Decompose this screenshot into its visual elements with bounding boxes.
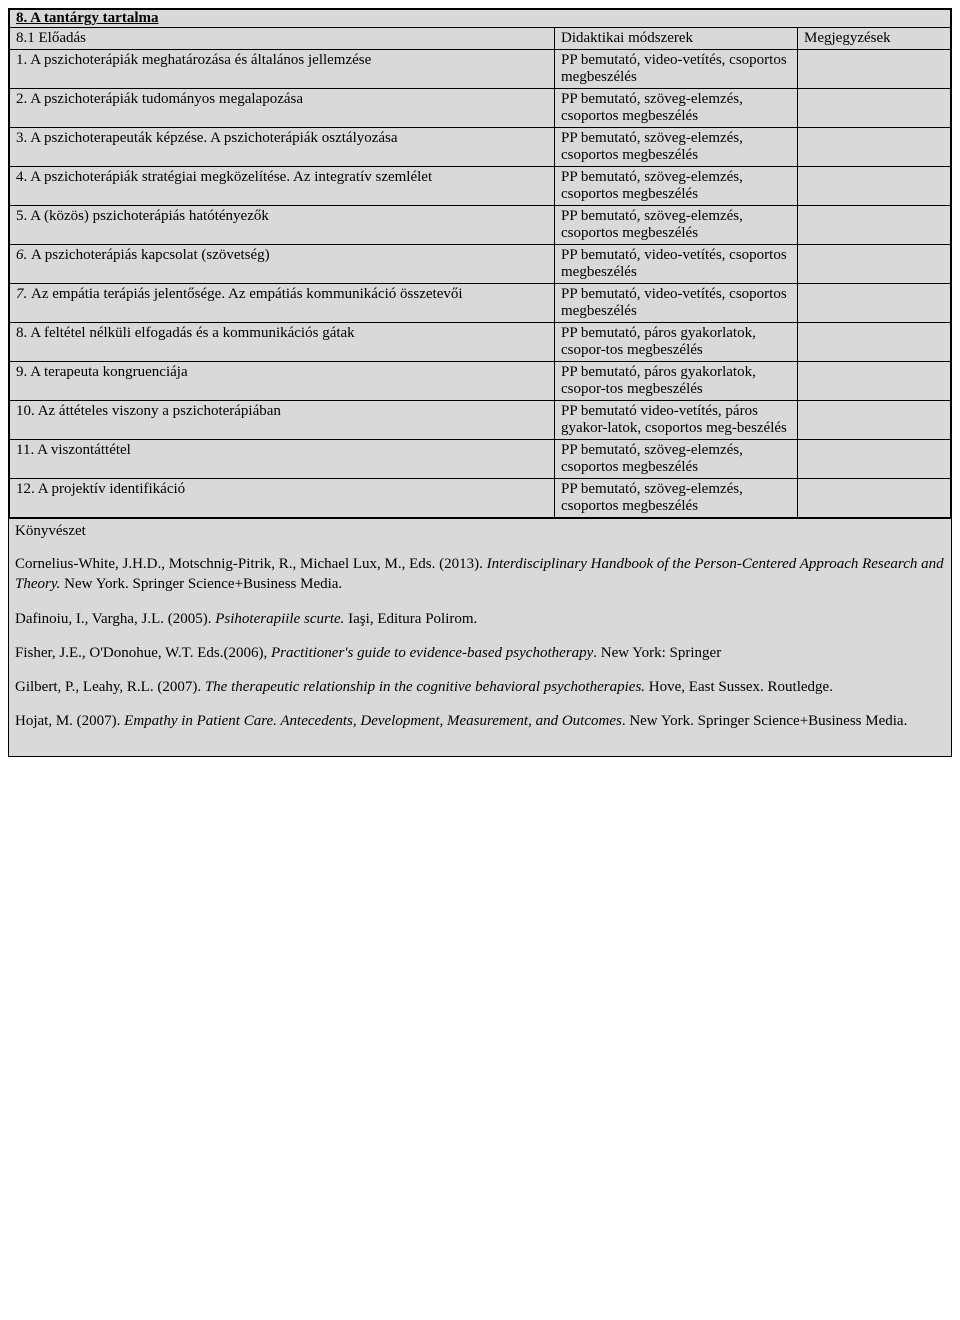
row-title: A (közös) pszichoterápiás hatótényezők: [30, 208, 269, 224]
method-cell: PP bemutató, szöveg-elemzés, csoportos m…: [555, 167, 798, 206]
row-title: A pszichoterápiás kapcsolat (szövetség): [31, 247, 270, 263]
bibliography-title: Psihoterapiile scurte.: [215, 611, 344, 627]
notes-cell: [798, 50, 951, 89]
col-header-method: Didaktikai módszerek: [555, 28, 798, 50]
bibliography-entry: Hojat, M. (2007). Empathy in Patient Car…: [15, 711, 945, 731]
bibliography-entry: Fisher, J.E., O'Donohue, W.T. Eds.(2006)…: [15, 643, 945, 663]
notes-cell: [798, 284, 951, 323]
row-number: 11.: [16, 442, 37, 458]
bibliography-title: Interdisciplinary Handbook of the Person…: [15, 556, 944, 592]
table-row: 3. A pszichoterapeuták képzése. A pszich…: [10, 128, 951, 167]
row-number: 1.: [16, 52, 30, 68]
row-title: A viszontáttétel: [37, 442, 131, 458]
method-cell: PP bemutató, páros gyakorlatok, csopor-t…: [555, 323, 798, 362]
method-cell: PP bemutató, szöveg-elemzés, csoportos m…: [555, 440, 798, 479]
topic-cell: 7. Az empátia terápiás jelentősége. Az e…: [10, 284, 555, 323]
section-title: 8. A tantárgy tartalma: [10, 6, 164, 30]
bibliography-entry: Gilbert, P., Leahy, R.L. (2007). The the…: [15, 677, 945, 697]
table-row: 4. A pszichoterápiák stratégiai megközel…: [10, 167, 951, 206]
method-cell: PP bemutató, video-vetítés, csoportos me…: [555, 284, 798, 323]
row-number: 3.: [16, 130, 30, 146]
row-number: 5.: [16, 208, 30, 224]
method-cell: PP bemutató, szöveg-elemzés, csoportos m…: [555, 206, 798, 245]
method-cell: PP bemutató, szöveg-elemzés, csoportos m…: [555, 128, 798, 167]
row-number: 9.: [16, 364, 30, 380]
row-title: A pszichoterapeuták képzése. A pszichote…: [30, 130, 397, 146]
topic-cell: 6. A pszichoterápiás kapcsolat (szövetsé…: [10, 245, 555, 284]
notes-cell: [798, 245, 951, 284]
method-cell: PP bemutató video-vetítés, páros gyakor-…: [555, 401, 798, 440]
row-number: 7.: [16, 286, 31, 302]
topic-cell: 4. A pszichoterápiák stratégiai megközel…: [10, 167, 555, 206]
method-cell: PP bemutató, szöveg-elemzés, csoportos m…: [555, 479, 798, 518]
row-title: A terapeuta kongruenciája: [30, 364, 187, 380]
bibliography-title: Practitioner's guide to evidence-based p…: [271, 645, 593, 661]
table-row: 9. A terapeuta kongruenciájaPP bemutató,…: [10, 362, 951, 401]
row-number: 6.: [16, 247, 31, 263]
topic-cell: 1. A pszichoterápiák meghatározása és ál…: [10, 50, 555, 89]
notes-cell: [798, 440, 951, 479]
row-title: Az empátia terápiás jelentősége. Az empá…: [31, 286, 463, 302]
bibliography-label: Könyvészet: [15, 523, 945, 540]
table-row: 6. A pszichoterápiás kapcsolat (szövetsé…: [10, 245, 951, 284]
table-row: 10. Az áttételes viszony a pszichoterápi…: [10, 401, 951, 440]
topic-cell: 3. A pszichoterapeuták képzése. A pszich…: [10, 128, 555, 167]
notes-cell: [798, 479, 951, 518]
notes-cell: [798, 401, 951, 440]
row-title: A projektív identifikáció: [38, 481, 185, 497]
col-header-notes: Megjegyzések: [798, 28, 951, 50]
table-row: 12. A projektív identifikációPP bemutató…: [10, 479, 951, 518]
method-cell: PP bemutató, páros gyakorlatok, csopor-t…: [555, 362, 798, 401]
table-row: 1. A pszichoterápiák meghatározása és ál…: [10, 50, 951, 89]
row-number: 4.: [16, 169, 30, 185]
row-title: Az áttételes viszony a pszichoterápiában: [38, 403, 281, 419]
table-row: 5. A (közös) pszichoterápiás hatótényező…: [10, 206, 951, 245]
topic-cell: 8. A feltétel nélküli elfogadás és a kom…: [10, 323, 555, 362]
row-number: 10.: [16, 403, 38, 419]
bibliography-title: The therapeutic relationship in the cogn…: [205, 679, 645, 695]
content-table: 8.1 Előadás Didaktikai módszerek Megjegy…: [9, 27, 951, 518]
notes-cell: [798, 323, 951, 362]
topic-cell: 11. A viszontáttétel: [10, 440, 555, 479]
notes-cell: [798, 167, 951, 206]
table-row: 2. A pszichoterápiák tudományos megalapo…: [10, 89, 951, 128]
table-row: 11. A viszontáttételPP bemutató, szöveg-…: [10, 440, 951, 479]
method-cell: PP bemutató, video-vetítés, csoportos me…: [555, 245, 798, 284]
table-row: 8. A feltétel nélküli elfogadás és a kom…: [10, 323, 951, 362]
bibliography-entry: Cornelius-White, J.H.D., Motschnig-Pitri…: [15, 554, 945, 595]
row-number: 8.: [16, 325, 30, 341]
bibliography-section: Könyvészet Cornelius-White, J.H.D., Mots…: [9, 518, 951, 756]
notes-cell: [798, 362, 951, 401]
bibliography-title: Empathy in Patient Care. Antecedents, De…: [124, 713, 622, 729]
table-row: 7. Az empátia terápiás jelentősége. Az e…: [10, 284, 951, 323]
method-cell: PP bemutató, video-vetítés, csoportos me…: [555, 50, 798, 89]
topic-cell: 9. A terapeuta kongruenciája: [10, 362, 555, 401]
document-page: 8. A tantárgy tartalma 8.1 Előadás Didak…: [8, 8, 952, 757]
row-number: 2.: [16, 91, 30, 107]
row-title: A feltétel nélküli elfogadás és a kommun…: [30, 325, 355, 341]
notes-cell: [798, 128, 951, 167]
topic-cell: 12. A projektív identifikáció: [10, 479, 555, 518]
section-heading-row: 8. A tantárgy tartalma: [9, 9, 951, 27]
topic-cell: 2. A pszichoterápiák tudományos megalapo…: [10, 89, 555, 128]
bibliography-entry: Dafinoiu, I., Vargha, J.L. (2005). Psiho…: [15, 609, 945, 629]
topic-cell: 5. A (közös) pszichoterápiás hatótényező…: [10, 206, 555, 245]
row-title: A pszichoterápiák stratégiai megközelíté…: [30, 169, 432, 185]
method-cell: PP bemutató, szöveg-elemzés, csoportos m…: [555, 89, 798, 128]
col-header-topic: 8.1 Előadás: [10, 28, 555, 50]
row-title: A pszichoterápiák meghatározása és által…: [30, 52, 371, 68]
notes-cell: [798, 89, 951, 128]
row-number: 12.: [16, 481, 38, 497]
topic-cell: 10. Az áttételes viszony a pszichoterápi…: [10, 401, 555, 440]
table-header-row: 8.1 Előadás Didaktikai módszerek Megjegy…: [10, 28, 951, 50]
row-title: A pszichoterápiák tudományos megalapozás…: [30, 91, 303, 107]
notes-cell: [798, 206, 951, 245]
